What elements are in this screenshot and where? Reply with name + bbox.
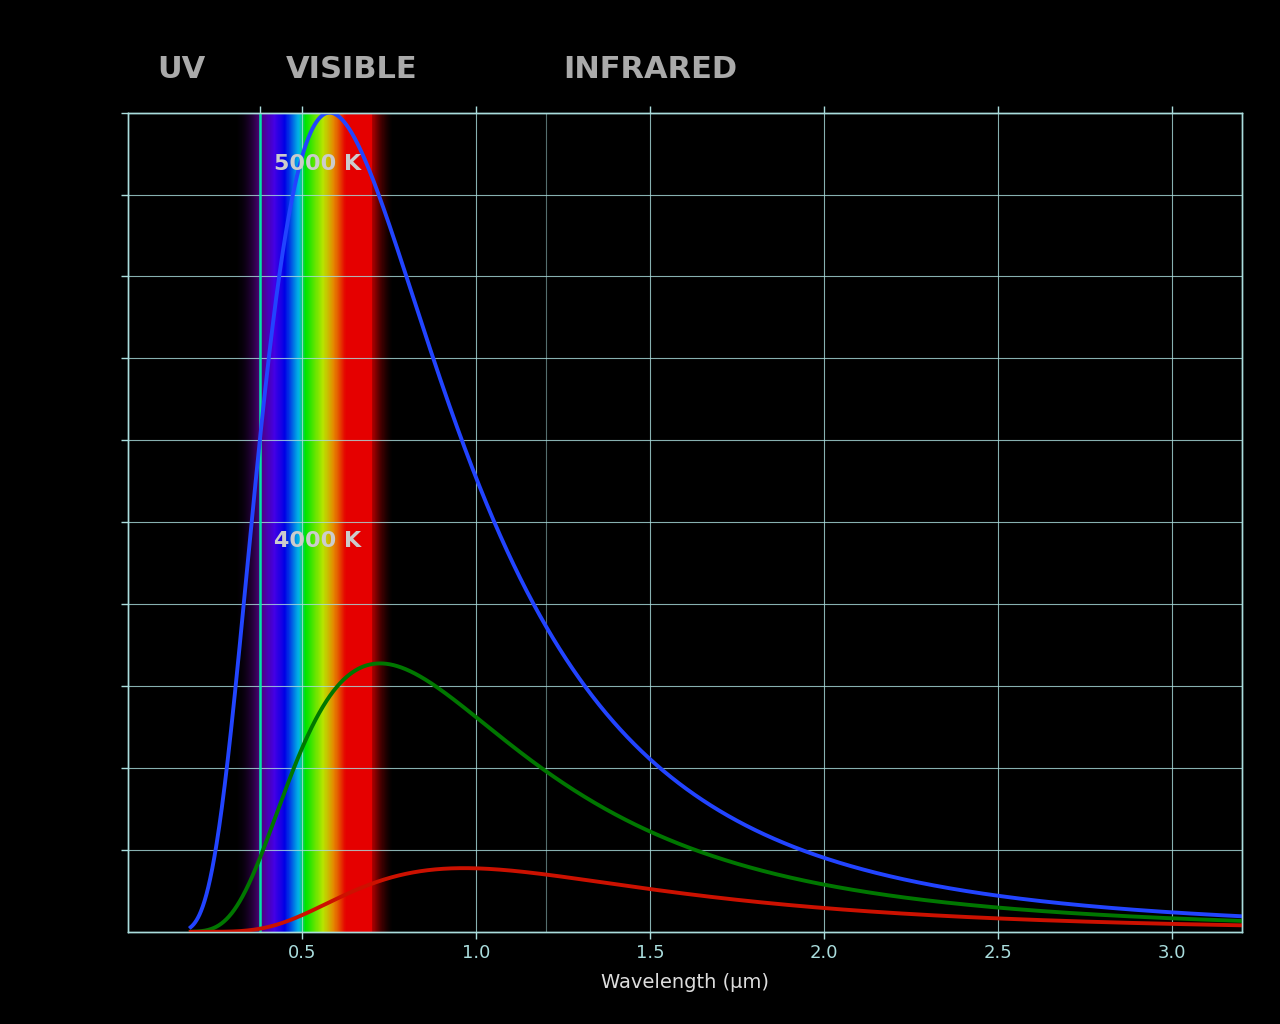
Text: UV: UV (157, 55, 206, 84)
Text: INFRARED: INFRARED (563, 55, 737, 84)
Text: 4000 K: 4000 K (274, 530, 361, 551)
X-axis label: Wavelength (μm): Wavelength (μm) (600, 973, 769, 992)
Text: VISIBLE: VISIBLE (287, 55, 417, 84)
Text: 5000 K: 5000 K (274, 154, 361, 174)
